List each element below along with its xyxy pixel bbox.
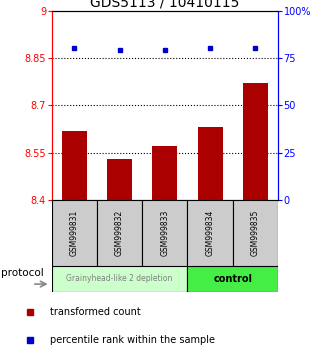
Bar — [52, 200, 97, 266]
Text: percentile rank within the sample: percentile rank within the sample — [50, 335, 215, 346]
Bar — [187, 266, 278, 292]
Text: transformed count: transformed count — [50, 307, 141, 317]
Text: GSM999833: GSM999833 — [160, 210, 169, 256]
Text: control: control — [213, 274, 252, 284]
Bar — [233, 200, 278, 266]
Text: Grainyhead-like 2 depletion: Grainyhead-like 2 depletion — [66, 274, 173, 283]
Bar — [107, 159, 132, 200]
Bar — [243, 83, 268, 200]
Bar — [97, 200, 142, 266]
Bar — [52, 266, 187, 292]
Bar — [187, 200, 233, 266]
Text: GSM999835: GSM999835 — [251, 210, 260, 256]
Bar — [153, 146, 177, 200]
Title: GDS5113 / 10410115: GDS5113 / 10410115 — [90, 0, 239, 10]
Text: GSM999832: GSM999832 — [115, 210, 124, 256]
Text: GSM999834: GSM999834 — [205, 210, 215, 256]
Bar — [142, 200, 187, 266]
Text: GSM999831: GSM999831 — [70, 210, 79, 256]
Text: protocol: protocol — [1, 268, 44, 278]
Bar — [198, 127, 222, 200]
Bar — [62, 131, 87, 200]
